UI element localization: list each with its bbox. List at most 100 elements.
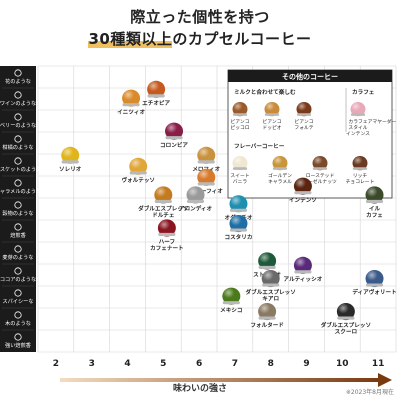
- capsule-shine: [296, 102, 312, 117]
- x-axis-title: 味わいの強さ: [172, 384, 227, 394]
- capsule-shine: [61, 146, 80, 164]
- capsule-shine: [232, 156, 248, 171]
- other-capsule: アマヤーダー: [368, 118, 397, 125]
- capsule-label: コロンビア: [160, 141, 188, 149]
- capsule-shine: [272, 156, 288, 171]
- capsule-shine: [352, 156, 368, 171]
- capsule-rim: [197, 160, 215, 164]
- capsule-shine: [165, 122, 184, 140]
- capsule-shine: [122, 89, 141, 107]
- capsule-label: ドルチェ: [152, 212, 174, 219]
- capsule-shine: [129, 157, 148, 175]
- other-capsule-label: インテンス: [346, 131, 370, 137]
- flavor-label: キャラメルのような: [0, 188, 41, 195]
- flavor-label: 強い焙煎香: [5, 341, 31, 349]
- capsule-rim: [258, 265, 276, 270]
- capsule-shine: [197, 168, 216, 186]
- x-tick-label: 9: [303, 359, 309, 369]
- capsule-label: アルティッシオ: [284, 276, 323, 283]
- other-capsule-label: フォルテ: [294, 125, 313, 131]
- biscuit-icon: [14, 157, 22, 165]
- intensity-arrow-head: [378, 373, 392, 387]
- other-group-title: フレーバーコーヒー: [234, 143, 285, 150]
- capsule-rim: [186, 199, 205, 204]
- strong-roast-icon: [14, 333, 22, 341]
- capsule-shine: [258, 252, 277, 270]
- x-tick-label: 3: [89, 359, 95, 369]
- x-tick-label: 7: [232, 359, 238, 369]
- other-capsule-label: リッチ: [353, 173, 368, 179]
- other-capsule-label: ヘーゼルナッツ: [303, 178, 337, 185]
- other-coffees-header: [228, 70, 392, 82]
- flavor-label: 柑橘のような: [2, 143, 33, 151]
- capsule-rim: [122, 103, 140, 107]
- capsule-label: ダブルエスプレッソ: [246, 288, 296, 296]
- flavor-label: ワインのような: [0, 100, 36, 107]
- capsule-shine: [154, 186, 173, 204]
- flavor-sidebar: [0, 66, 36, 352]
- other-group-title: ミルクと合わせて楽しむ: [234, 88, 296, 96]
- spice-icon: [14, 289, 22, 297]
- capsule-rim: [294, 270, 312, 274]
- roast-icon: [14, 223, 22, 231]
- capsule-label: エチオピア: [142, 99, 170, 107]
- coffee-capsule: コロンビア: [160, 122, 188, 149]
- x-tick-label: 5: [160, 359, 166, 369]
- flavor-label: ベリーのような: [0, 122, 36, 129]
- capsule-label: コスタリカ: [224, 233, 252, 241]
- x-tick-label: 8: [268, 359, 274, 369]
- capsule-shine: [293, 256, 312, 274]
- capsule-label: キアロ: [262, 296, 279, 303]
- coffee-capsule: アロンディオ: [179, 186, 213, 213]
- capsule-label: ダブルエスプレッソ: [138, 205, 188, 213]
- capsule-rim: [222, 301, 240, 305]
- other-capsule-label: スイート: [230, 173, 249, 179]
- coffee-capsule: ソレリオ: [59, 146, 82, 173]
- capsule-shine: [197, 146, 216, 164]
- footnote: ※2023年8月現在: [345, 389, 394, 396]
- capsule-label: ハーフ: [159, 239, 175, 246]
- coffee-capsule: フォルタード: [250, 303, 284, 329]
- capsule-rim: [352, 167, 368, 170]
- x-tick-label: 4: [124, 359, 130, 369]
- capsule-shine: [229, 195, 248, 213]
- capsule-rim: [232, 167, 248, 170]
- x-tick-label: 10: [336, 359, 349, 369]
- capsule-shine: [293, 177, 312, 195]
- capsule-rim: [312, 167, 328, 170]
- x-tick-label: 11: [372, 359, 385, 369]
- capsule-rim: [365, 199, 384, 204]
- capsule-shine: [261, 270, 280, 288]
- capsule-shine: [365, 270, 384, 288]
- cocoa-icon: [14, 267, 22, 275]
- flavor-label: ビスケットのような: [0, 165, 41, 173]
- capsule-rim: [154, 199, 172, 204]
- other-capsule-label: ピッコロ: [230, 125, 249, 131]
- capsule-rim: [229, 228, 248, 232]
- capsule-shine: [365, 186, 384, 204]
- capsule-shine: [336, 303, 355, 321]
- capsule-shine: [147, 80, 166, 98]
- page-title-line1: 際立った個性を持つ: [130, 8, 270, 26]
- other-capsule-label: ローステッド: [306, 173, 335, 179]
- capsule-label: メキシコ: [220, 307, 242, 314]
- intensity-arrow: [60, 378, 378, 382]
- capsule-shine: [258, 303, 277, 321]
- flavor-label: ココアのような: [0, 276, 36, 283]
- flavor-label: 麦芽のような: [2, 253, 33, 261]
- flavor-intensity-chart: 花のようなワインのようなベリーのような柑橘のようなビスケットのようなキャラメルの…: [0, 65, 397, 387]
- capsule-rim: [229, 208, 248, 212]
- capsule-rim: [129, 171, 147, 175]
- capsule-label: ディアヴォリート: [352, 288, 396, 296]
